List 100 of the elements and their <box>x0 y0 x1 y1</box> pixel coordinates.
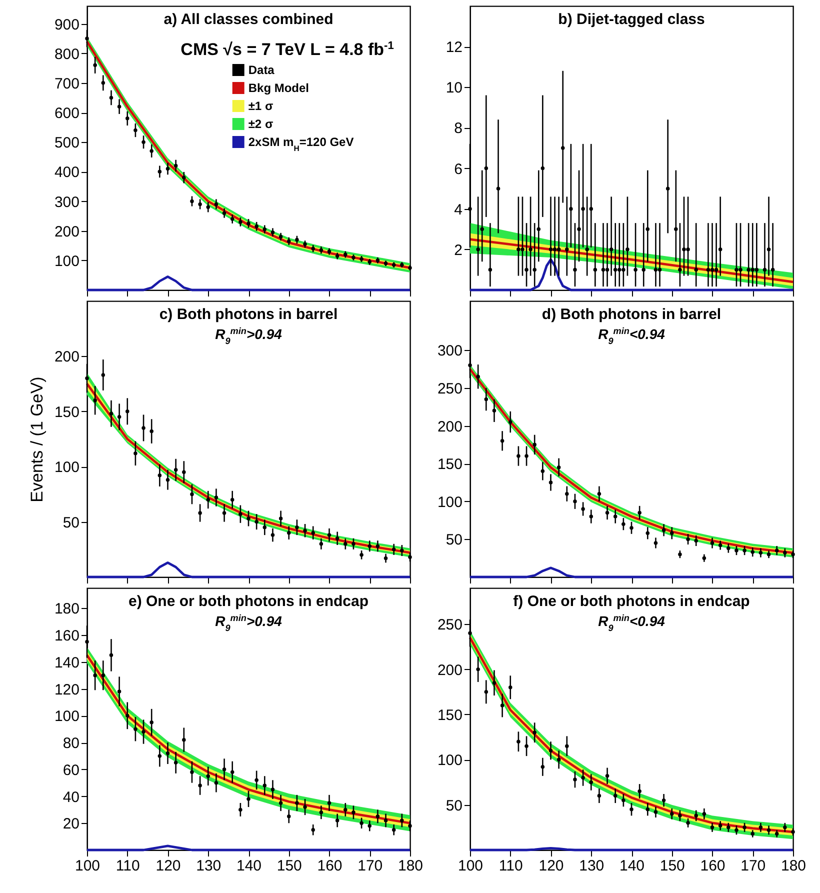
x-tick-label: 160 <box>317 858 342 874</box>
point <box>577 227 581 232</box>
point <box>278 516 283 520</box>
point <box>238 808 242 812</box>
x-tick-label: 140 <box>236 858 262 874</box>
point <box>262 525 267 530</box>
y-tick-label: 400 <box>54 164 80 182</box>
point <box>500 704 504 708</box>
point <box>126 116 130 120</box>
point <box>573 500 577 504</box>
point <box>246 797 250 801</box>
point <box>246 516 250 520</box>
y-tick-label: 12 <box>446 39 462 56</box>
point <box>532 442 536 447</box>
y-tick-label: 50 <box>62 514 80 532</box>
point <box>710 268 714 272</box>
point <box>734 828 738 832</box>
point <box>622 522 626 526</box>
point <box>565 744 569 748</box>
point <box>468 206 472 211</box>
point <box>556 758 561 762</box>
point <box>654 810 658 814</box>
point <box>666 186 670 190</box>
y-tick-label: 10 <box>446 80 462 97</box>
point <box>548 748 553 752</box>
point <box>589 780 593 784</box>
point <box>774 548 779 552</box>
point <box>532 268 536 272</box>
point <box>662 798 666 802</box>
y-tick-label: 200 <box>437 662 462 679</box>
point <box>783 826 787 830</box>
point <box>532 730 536 734</box>
point <box>230 217 234 221</box>
point <box>222 211 226 215</box>
point <box>718 824 722 828</box>
point <box>198 202 202 206</box>
point <box>109 412 114 416</box>
point <box>254 520 258 524</box>
point <box>605 510 610 515</box>
point <box>565 248 569 252</box>
point <box>766 248 771 252</box>
point <box>480 227 484 232</box>
point <box>101 673 106 678</box>
point <box>198 784 202 788</box>
point <box>613 514 618 518</box>
point <box>101 81 106 85</box>
point <box>613 268 618 272</box>
point <box>158 170 162 174</box>
point <box>408 555 412 559</box>
annotation: CMS √s = 7 TeV L = 4.8 fb$^{-1}$ <box>180 40 394 59</box>
point <box>376 814 380 818</box>
point <box>646 227 650 232</box>
chart-title: e) One or both photons in endcap <box>128 593 368 610</box>
point <box>573 778 577 782</box>
point <box>585 248 589 252</box>
point <box>634 268 638 272</box>
point <box>126 714 130 718</box>
point <box>93 398 97 402</box>
point <box>311 828 315 832</box>
point <box>400 548 404 552</box>
point <box>344 542 348 546</box>
point <box>360 821 364 825</box>
point <box>352 810 356 814</box>
point <box>270 788 275 792</box>
point <box>85 640 89 644</box>
x-tick-label: 140 <box>619 858 645 874</box>
point <box>335 818 340 822</box>
point <box>468 363 472 368</box>
point <box>678 268 682 272</box>
point <box>134 727 138 731</box>
point <box>766 828 771 832</box>
point <box>770 268 775 272</box>
point <box>605 268 610 272</box>
point <box>622 268 626 272</box>
point <box>658 268 662 272</box>
point <box>190 770 194 774</box>
point <box>654 541 658 545</box>
point <box>589 514 593 518</box>
y-tick-label: 60 <box>62 762 80 779</box>
point <box>726 826 730 830</box>
point <box>238 220 242 224</box>
point <box>686 537 690 542</box>
point <box>605 774 610 778</box>
point <box>597 794 602 798</box>
point <box>352 542 356 546</box>
y-tick-label: 800 <box>54 46 80 63</box>
y-tick-label: 4 <box>454 201 462 218</box>
point <box>222 511 226 515</box>
point <box>536 227 541 232</box>
point <box>646 807 650 812</box>
point <box>158 754 162 758</box>
y-tick-label: 120 <box>54 681 80 698</box>
point <box>674 227 678 232</box>
point <box>710 826 714 830</box>
point <box>101 373 106 377</box>
y-tick-label: 250 <box>437 616 462 634</box>
point <box>198 511 202 515</box>
x-tick-label: 120 <box>156 858 181 874</box>
point <box>613 794 618 798</box>
point <box>670 812 674 816</box>
